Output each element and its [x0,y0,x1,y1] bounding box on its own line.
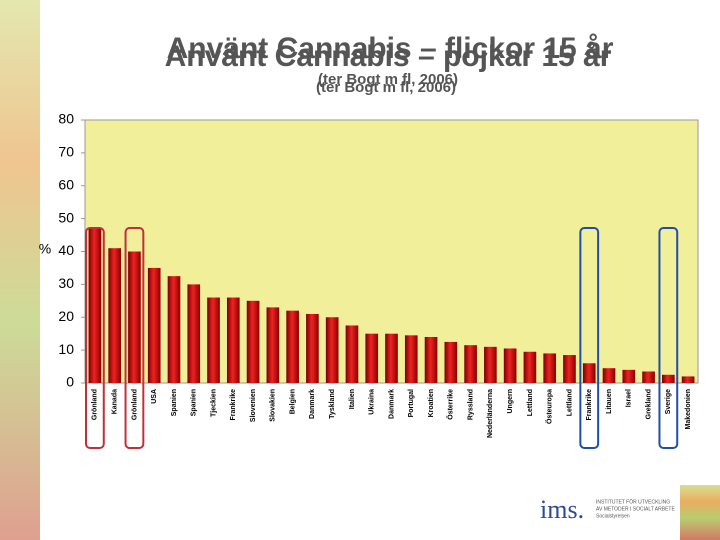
x-tick-label: Österrike [446,389,455,420]
x-tick-label: Lettland [527,389,534,416]
y-tick-label: 10 [58,341,74,357]
x-tick-label: Grönland [131,389,138,420]
highlight-frame [85,227,105,449]
highlight-frame [124,227,145,449]
bar [484,346,497,383]
bar [226,297,240,383]
x-tick-label: Portugal [408,389,415,417]
x-tick-label: Danmark [309,389,316,419]
x-tick-label: Tjeckien [210,389,217,417]
x-tick-label: Grekland [645,389,652,419]
x-tick-label: Frankrike [230,389,237,421]
title: Använt Cannabis – pojkar 15 år [165,40,612,73]
y-tick-label: 0 [66,374,74,390]
bar [187,284,201,383]
bar [286,310,299,383]
x-tick-label: Belgien [289,389,296,414]
bar [306,313,319,383]
logo-text: INSTITUTET FÖR UTVECKLING [596,498,670,505]
highlight-frame [579,227,600,449]
x-tick-label: Tyskland [329,389,336,419]
y-tick-label: 30 [58,275,74,291]
bar [642,371,655,383]
bar [543,353,557,383]
bar [345,325,359,383]
logo: ims. [540,495,584,524]
decoration [0,0,40,540]
bar [266,307,280,383]
x-tick-label: Lettland [566,389,573,416]
x-tick-label: Slovakien [270,389,277,422]
bar [404,335,418,383]
x-tick-label: Ungern [507,389,514,414]
y-tick-label: 50 [58,209,74,225]
x-tick-label: Litauen [606,389,613,414]
x-tick-label: Danmark [388,389,395,419]
y-tick-label: 20 [58,308,74,324]
bar [503,348,517,383]
x-tick-label: Kanada [112,389,119,414]
bar [147,267,161,383]
bar [246,300,260,383]
bar [681,376,695,383]
title: Använt Cannabis – flickor 15 år [167,32,614,65]
x-tick-label: Spanien [171,389,178,416]
x-tick-label: Sverige [665,389,672,414]
x-tick-label: Makedonien [685,389,692,429]
x-tick-label: Slovenien [250,389,257,422]
x-tick-label: Ryssland [467,389,474,420]
bar [128,251,141,383]
y-tick-label: 80 [58,111,74,127]
y-tick-label: 40 [58,242,74,258]
bar [602,368,616,383]
x-tick-label: Israel [626,389,633,407]
y-tick-label: 60 [58,176,74,192]
bar [464,345,477,383]
x-tick-label: Spanien [191,389,198,416]
bar [88,228,102,383]
subtitle: (ter Bogt m fl, 2006) [318,71,458,88]
x-tick-label: Frankrike [586,389,593,421]
subtitle: (ter Bogt m fl, 2006) [316,79,456,96]
bar [424,336,438,383]
y-axis-label: % [39,241,51,257]
decoration [680,485,720,540]
bar [582,363,596,383]
logo-text: Socialstyrelsen [596,513,630,519]
logo-text: AV METODER I SOCIALT ARBETE [596,506,675,512]
bar [325,317,339,383]
bar [365,333,379,383]
bar [207,297,220,383]
bar [167,276,181,383]
bar [662,374,675,383]
x-tick-label: Grönland [92,389,99,420]
x-tick-label: USA [151,389,158,404]
x-tick-label: Italien [349,389,356,409]
x-tick-label: Ukraina [369,389,376,415]
bar [444,341,458,383]
bar [385,333,398,383]
bar [622,369,636,383]
x-tick-label: Kroatien [428,389,435,417]
bar [563,355,576,383]
bar [108,248,121,383]
bar [523,351,537,383]
highlight-frame [658,227,679,449]
x-tick-label: Nederländerna [487,389,494,438]
x-tick-label: Östeuropa [545,389,554,424]
y-tick-label: 70 [58,144,74,160]
